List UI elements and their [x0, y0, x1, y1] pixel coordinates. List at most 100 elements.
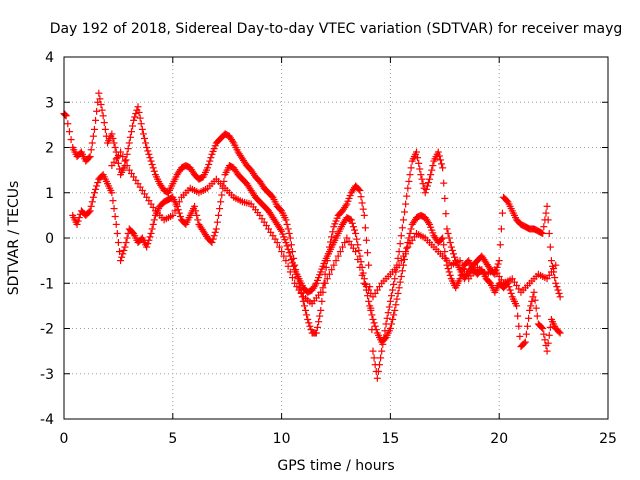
data-point	[448, 246, 456, 254]
data-point	[516, 332, 524, 340]
data-point	[136, 114, 144, 122]
data-point	[132, 110, 140, 118]
data-point	[556, 293, 564, 301]
x-tick-label: 20	[490, 431, 508, 447]
data-point	[317, 306, 325, 314]
data-point	[288, 248, 296, 256]
data-point	[146, 154, 154, 162]
data-point	[365, 261, 373, 269]
data-point	[127, 128, 135, 136]
data-point	[354, 241, 362, 249]
data-point	[175, 198, 183, 206]
data-point	[122, 156, 130, 164]
data-point	[356, 186, 364, 194]
data-point	[414, 154, 422, 162]
data-point	[514, 312, 522, 320]
data-point	[350, 226, 358, 234]
data-point	[352, 248, 360, 256]
data-point	[119, 153, 127, 161]
data-point	[367, 306, 375, 314]
data-point	[302, 306, 310, 314]
x-axis-label: GPS time / hours	[277, 458, 394, 474]
data-point	[126, 133, 134, 141]
data-point	[217, 198, 225, 206]
data-point	[435, 152, 443, 160]
data-point	[539, 229, 547, 237]
data-point	[90, 125, 98, 133]
data-point	[124, 145, 132, 153]
data-point	[143, 144, 151, 151]
data-point	[285, 229, 293, 237]
data-point	[108, 189, 116, 197]
data-point	[553, 283, 561, 291]
data-point	[552, 279, 560, 287]
data-point	[314, 323, 322, 331]
data-point	[523, 322, 531, 330]
data-point	[396, 278, 404, 286]
data-point	[169, 211, 177, 219]
data-point	[386, 297, 394, 305]
data-point	[110, 205, 118, 213]
data-point	[143, 243, 151, 251]
data-point	[123, 234, 131, 242]
data-point	[92, 185, 100, 193]
data-point	[525, 314, 533, 322]
data-point	[98, 106, 106, 114]
x-tick-label: 10	[273, 431, 291, 447]
data-point	[112, 220, 120, 228]
data-point	[135, 108, 143, 116]
data-point	[371, 322, 379, 330]
data-point	[395, 248, 403, 256]
data-point	[123, 162, 131, 170]
data-point	[334, 252, 342, 260]
data-point	[130, 116, 138, 124]
data-point	[498, 209, 506, 217]
data-point	[424, 179, 432, 187]
data-point	[459, 265, 467, 273]
data-point	[370, 319, 378, 327]
data-point	[494, 260, 502, 268]
data-point	[415, 159, 423, 167]
data-point	[64, 120, 72, 128]
data-point	[444, 265, 452, 273]
data-point	[407, 225, 415, 233]
data-point	[426, 175, 434, 183]
data-point	[319, 284, 327, 292]
data-point	[123, 150, 131, 158]
data-point	[545, 331, 553, 339]
data-point	[141, 134, 149, 142]
data-point	[357, 193, 365, 201]
data-point	[119, 250, 127, 258]
data-point	[148, 160, 156, 168]
data-point	[450, 250, 458, 258]
data-point	[339, 243, 347, 251]
data-point	[150, 216, 158, 224]
data-point	[552, 261, 560, 269]
data-point	[321, 279, 329, 287]
data-point	[282, 216, 290, 224]
data-point	[214, 211, 222, 219]
data-point	[546, 323, 554, 331]
data-point	[209, 235, 217, 243]
y-tick-label: 1	[45, 186, 54, 202]
data-point	[526, 306, 534, 314]
data-point	[556, 329, 564, 337]
data-point	[312, 329, 320, 337]
data-point	[389, 315, 397, 323]
data-point	[393, 295, 401, 303]
data-point	[542, 209, 550, 217]
data-point	[121, 157, 129, 165]
data-point	[372, 326, 380, 334]
data-point	[142, 139, 150, 147]
data-point	[100, 119, 108, 127]
data-point	[446, 239, 454, 247]
data-point	[541, 336, 549, 344]
data-point	[286, 252, 294, 260]
y-tick-label: -2	[40, 322, 54, 338]
data-point	[85, 208, 93, 216]
data-point	[144, 240, 152, 248]
data-point	[457, 271, 465, 279]
data-point	[113, 229, 121, 237]
data-point	[138, 125, 146, 133]
data-point	[347, 216, 355, 224]
